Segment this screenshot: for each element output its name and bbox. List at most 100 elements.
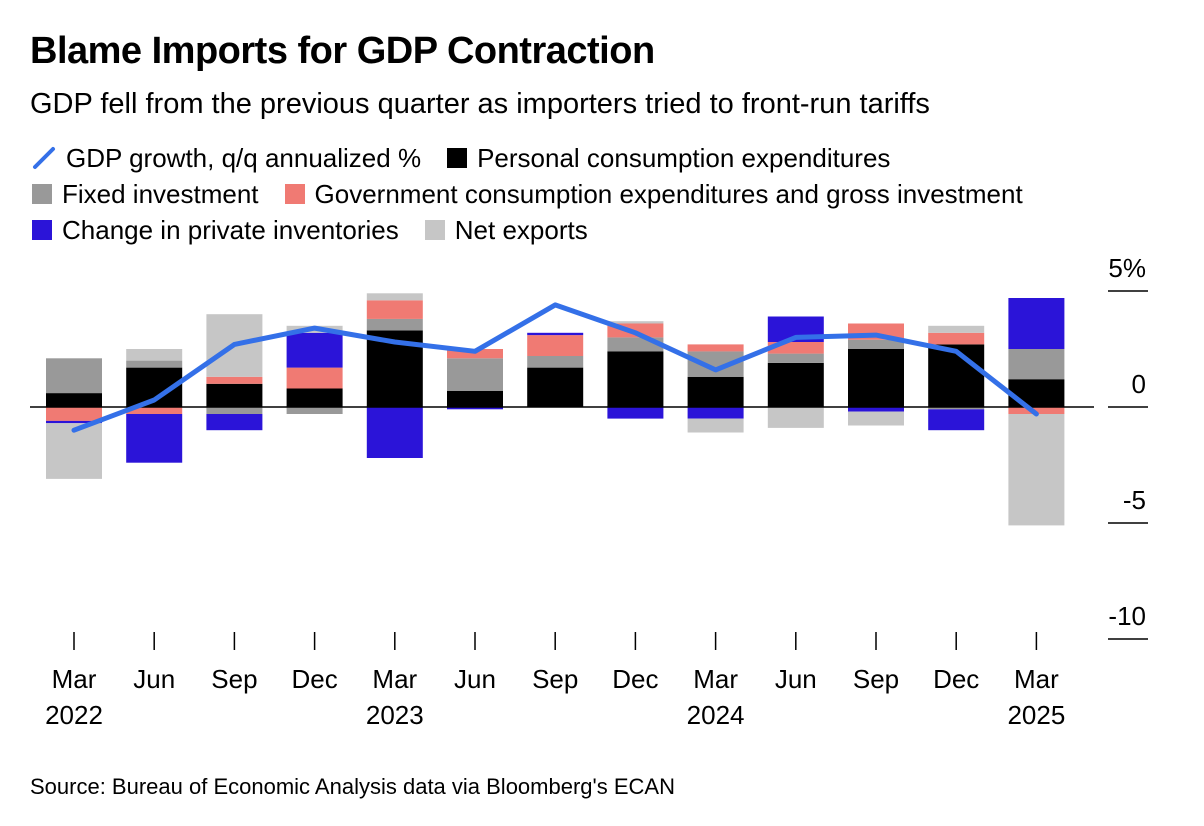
source-note: Source: Bureau of Economic Analysis data…	[30, 774, 675, 799]
bar-gov	[206, 376, 263, 384]
bar-inv	[447, 407, 503, 410]
bar-inv	[366, 407, 423, 458]
bar-fixed	[447, 358, 503, 391]
chart-subtitle: GDP fell from the previous quarter as im…	[30, 88, 930, 120]
x-tick-label: Dec	[933, 664, 979, 694]
legend-label-pce: Personal consumption expenditures	[477, 142, 891, 173]
legend-swatch-inv	[32, 220, 52, 240]
x-tick-label: Jun	[775, 664, 817, 694]
legend-item-gov: Government consumption expenditures and …	[284, 178, 1023, 210]
x-tick-label: Mar	[693, 664, 738, 694]
bar-pce	[687, 376, 744, 407]
x-tick-year-label: 2023	[366, 700, 424, 730]
x-tick-label: Mar	[372, 664, 417, 694]
x-tick-year-label: 2022	[45, 700, 103, 730]
legend-swatch-gov	[284, 184, 305, 204]
legend-item-fixed: Fixed investment	[32, 179, 259, 210]
bar-fixed	[206, 407, 263, 414]
bar-netx	[767, 407, 824, 428]
bar-pce	[527, 367, 584, 407]
bar-inv	[848, 407, 904, 412]
bar-inv	[687, 407, 744, 419]
legend-swatch-fixed	[32, 184, 52, 204]
chart-title: Blame Imports for GDP Contraction	[30, 30, 655, 72]
bar-pce	[607, 351, 664, 407]
gdp-line-layer	[71, 302, 1039, 433]
bar-gov	[527, 335, 584, 356]
bar-gov	[126, 407, 183, 414]
bar-inv	[607, 407, 664, 419]
bar-fixed	[46, 358, 102, 394]
bar-fixed	[1008, 349, 1065, 380]
bar-pce	[46, 393, 102, 407]
x-tick-label: Dec	[612, 664, 658, 694]
gdp-growth-line	[71, 302, 1039, 433]
x-axis: Mar 2022 Jun Sep Dec Mar 2023 Jun Sep Dec Mar 2024 J…	[45, 632, 1065, 730]
y-tick-label: 0	[1132, 369, 1146, 399]
bar-fixed	[928, 407, 985, 410]
bar-netx	[848, 411, 904, 426]
bar-fixed	[527, 356, 584, 368]
legend-row-1: GDP growth, q/q annualized % Personal co…	[32, 140, 1192, 176]
bar-pce	[1008, 379, 1065, 407]
x-tick-label: Mar	[52, 664, 97, 694]
bar-inv	[928, 409, 985, 431]
legend-item-pce: Personal consumption expenditures	[447, 143, 890, 174]
legend-label-inv: Change in private inventories	[62, 214, 399, 245]
bar-gov	[1008, 407, 1065, 414]
bar-netx	[928, 325, 985, 333]
bar-fixed	[286, 407, 343, 414]
bar-inv	[286, 332, 343, 368]
legend-label-gdp: GDP growth, q/q annualized %	[66, 142, 422, 173]
bar-gov	[46, 407, 102, 421]
bar-pce	[928, 344, 985, 407]
bar-pce	[206, 383, 263, 407]
bar-pce	[447, 390, 503, 407]
x-tick-label: Sep	[211, 664, 257, 694]
legend-item-inv: Change in private inventories	[32, 215, 399, 246]
line-swatch-icon	[33, 147, 55, 169]
legend-label-fixed: Fixed investment	[62, 178, 259, 209]
chart-plot: 5% 0 -5 -10 Mar 2022 Jun Sep Dec Mar 2023 Jun Sep De…	[30, 253, 1148, 730]
bar-gov	[366, 300, 423, 319]
x-tick-label: Sep	[532, 664, 578, 694]
bar-fixed	[848, 339, 904, 349]
x-tick-label: Jun	[454, 664, 496, 694]
bar-gov	[928, 332, 985, 345]
bar-inv	[527, 332, 584, 336]
legend-row-3: Change in private inventories Net export…	[32, 212, 1192, 248]
bar-inv	[206, 414, 263, 431]
bar-fixed	[366, 318, 423, 331]
bar-netx	[687, 418, 744, 433]
legend-swatch-pce	[447, 148, 468, 168]
legend-swatch-netx	[424, 220, 445, 240]
bar-inv	[126, 414, 183, 463]
bar-netx	[607, 321, 664, 324]
bar-gov	[286, 367, 343, 389]
bar-gov	[687, 344, 744, 352]
y-tick-label: 5%	[1108, 253, 1146, 283]
bar-gov	[767, 342, 824, 354]
legend-item-gdp: GDP growth, q/q annualized %	[32, 143, 421, 174]
bar-netx	[126, 349, 183, 361]
bar-fixed	[126, 360, 183, 368]
chart-legend: GDP growth, q/q annualized % Personal co…	[32, 140, 1192, 248]
x-tick-label: Mar	[1014, 664, 1059, 694]
x-tick-label: Dec	[291, 664, 337, 694]
x-tick-label: Sep	[853, 664, 899, 694]
bar-pce	[848, 349, 904, 407]
x-tick-year-label: 2025	[1007, 700, 1065, 730]
legend-row-2: Fixed investment Government consumption …	[32, 176, 1192, 212]
bar-pce	[286, 388, 343, 407]
legend-label-netx: Net exports	[454, 214, 588, 245]
legend-label-gov: Government consumption expenditures and …	[314, 178, 1023, 209]
bar-pce	[767, 362, 824, 407]
y-axis: 5% 0 -5 -10	[1108, 253, 1148, 640]
y-tick-label: -10	[1108, 601, 1146, 631]
legend-item-netx: Net exports	[424, 214, 588, 246]
bar-netx	[1008, 414, 1065, 526]
x-tick-year-label: 2024	[687, 700, 745, 730]
x-tick-label: Jun	[133, 664, 175, 694]
bar-netx	[366, 293, 423, 301]
bar-layer	[46, 293, 1065, 526]
